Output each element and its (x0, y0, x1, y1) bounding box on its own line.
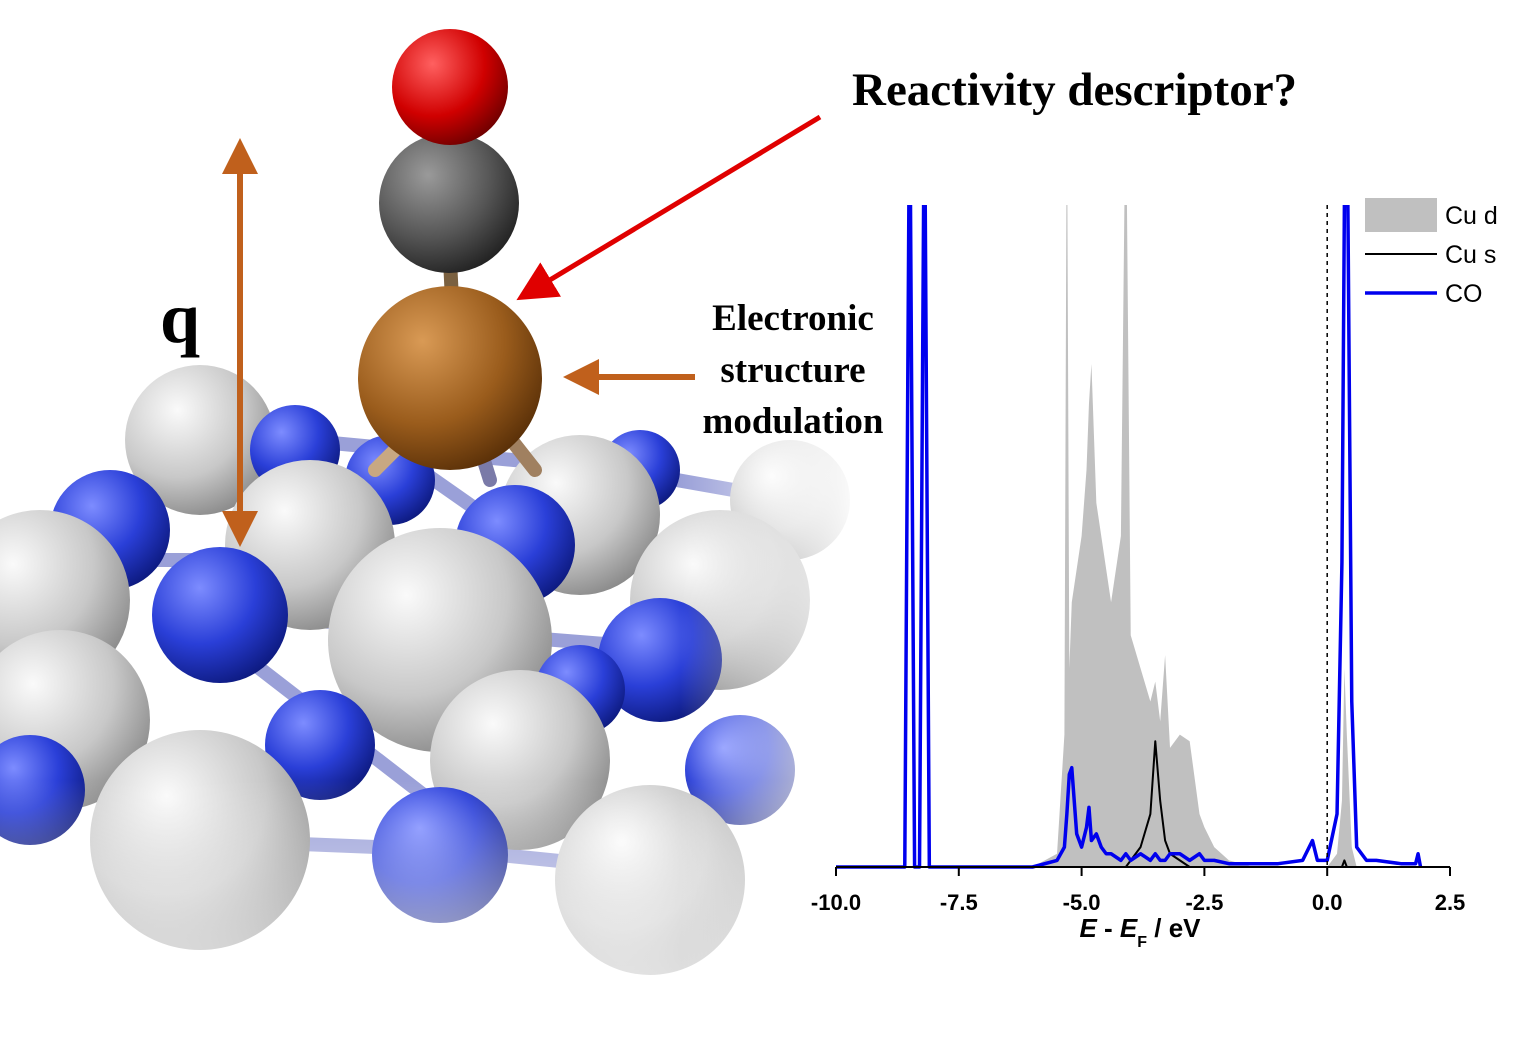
title: Reactivity descriptor? (852, 64, 1297, 116)
x-tick-label: -2.5 (1185, 890, 1223, 915)
legend-label: Cu s (1445, 241, 1496, 269)
area (836, 205, 1421, 867)
x-axis-label: E - EF / eV (1079, 913, 1201, 951)
modulation-line: modulation (703, 401, 884, 442)
modulation-line: structure (720, 350, 865, 391)
legend-label: CO (1445, 280, 1483, 308)
x-tick-label: -5.0 (1063, 890, 1101, 915)
modulation-line: Electronic (712, 298, 874, 339)
cluster-illustration (0, 29, 860, 1047)
x-label-var: E (1079, 913, 1097, 943)
x-tick-label: 0.0 (1312, 890, 1343, 915)
legend-swatch (1365, 198, 1437, 232)
x-tick-label: -10.0 (811, 890, 861, 915)
x-tick-label: -7.5 (940, 890, 978, 915)
x-label-unit: / eV (1147, 913, 1201, 943)
dos-plot: -10.0 -7.5 -5.0 -2.5 0.0 2.5 Cu d Cu s CO (811, 198, 1498, 915)
q-label: q (160, 278, 200, 358)
x-label-minus: - (1097, 913, 1120, 943)
x-label-sub: F (1137, 934, 1147, 951)
legend-label: Cu d (1445, 202, 1498, 230)
plot-area (836, 205, 1423, 869)
modulation-label: Electronic structure modulation (703, 298, 884, 442)
x-label-ref: E (1120, 913, 1138, 943)
x-tick-label: 2.5 (1435, 890, 1466, 915)
arrows (222, 114, 822, 547)
